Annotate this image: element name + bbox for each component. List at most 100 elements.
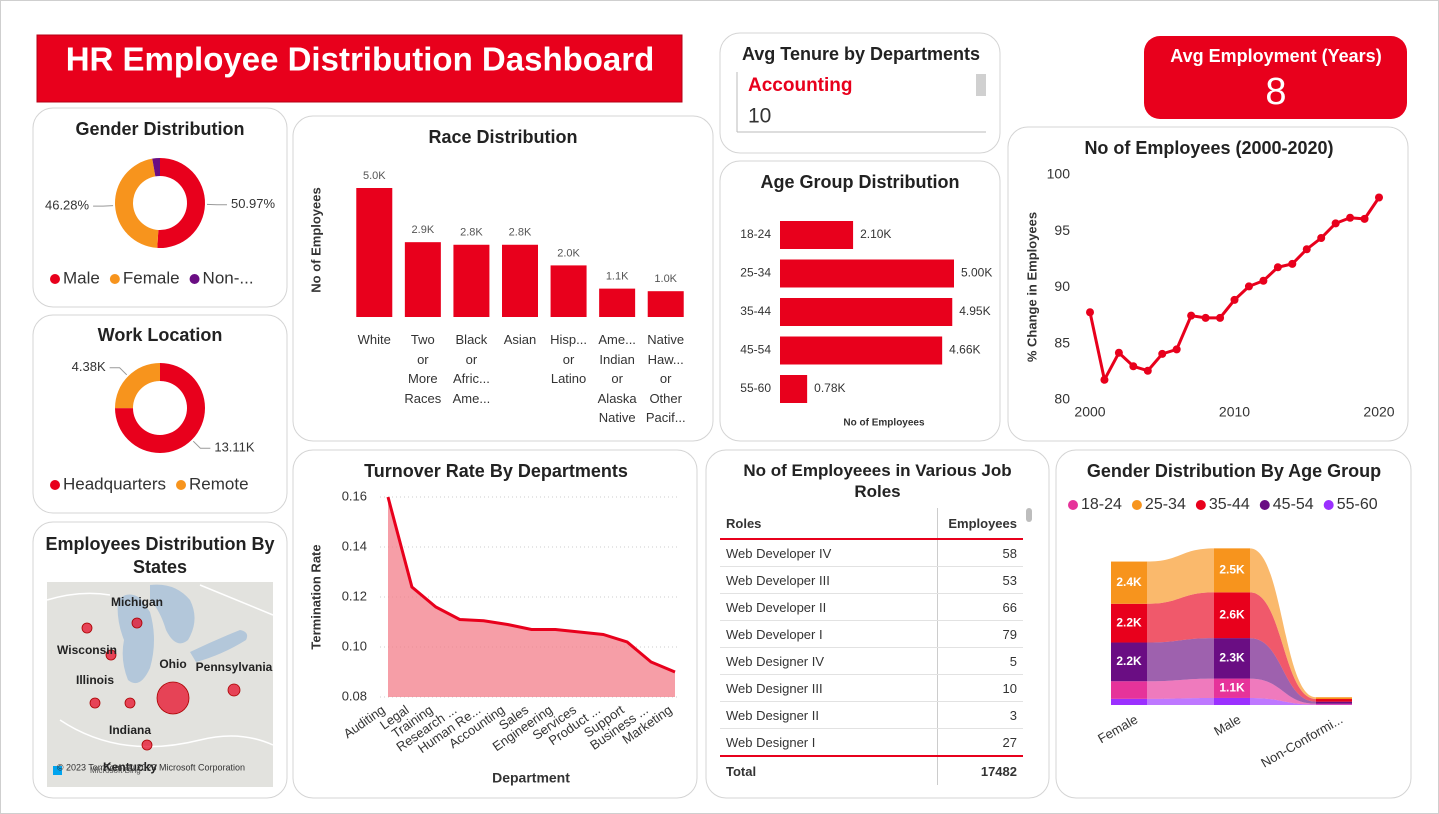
lake <box>190 630 248 662</box>
segment <box>1316 703 1352 705</box>
tenure-value: 10 <box>748 105 771 128</box>
donut-slice <box>115 363 160 409</box>
road <box>46 584 274 748</box>
y-tick-label: 0.16 <box>342 488 367 503</box>
x-axis-label: No of Employees <box>843 418 925 429</box>
chart-title: Race Distribution <box>428 127 577 147</box>
segment <box>1214 638 1250 679</box>
map-bubble[interactable] <box>124 697 136 709</box>
point <box>1201 313 1210 322</box>
segment <box>1111 698 1147 705</box>
data-label: 2.0K <box>557 247 580 259</box>
map-bubble[interactable] <box>81 622 93 634</box>
segment <box>1214 678 1250 698</box>
legend-label: 25-34 <box>1145 496 1186 513</box>
data-label: 2.4K <box>1116 575 1142 589</box>
segment <box>1214 548 1250 593</box>
x-tick-label: White <box>357 332 391 347</box>
point <box>1143 366 1152 375</box>
legend-marker <box>109 274 120 284</box>
attribution: © 2023 TomTom, © 2023 Microsoft Corporat… <box>57 762 245 772</box>
bar <box>780 375 808 403</box>
job-roles-table: Roles Employees Web Developer IV 58 Web Deve… <box>720 508 1023 785</box>
table-cell: 5 <box>937 647 1023 675</box>
y-tick-label: 0.08 <box>342 688 367 703</box>
map-bubble[interactable] <box>105 649 117 661</box>
legend-marker <box>1131 500 1142 510</box>
segment <box>1111 603 1147 643</box>
point <box>1216 313 1225 322</box>
donut-slice <box>152 158 160 177</box>
table-row: Web Designer III 10 <box>720 674 1023 702</box>
map-bubble[interactable] <box>141 739 153 751</box>
scrollbar[interactable] <box>976 74 986 96</box>
chart-title: Gender Distribution <box>75 119 244 139</box>
x-tick-label: Two or More Races <box>404 332 442 406</box>
legend-marker <box>176 480 187 490</box>
data-label: 1.1K <box>1219 680 1245 694</box>
map-bubble[interactable] <box>89 697 101 709</box>
y-tick-label: 25-34 <box>740 266 771 280</box>
card <box>719 32 1001 154</box>
data-label: 4.38K <box>72 359 106 374</box>
chart-title: Work Location <box>98 325 223 345</box>
bar <box>356 188 393 317</box>
map-bubble[interactable] <box>227 683 241 697</box>
table-header: Roles Employees <box>720 508 1023 540</box>
x-tick-label: Native Haw... or Other Pacif... <box>645 332 686 425</box>
data-label: 1.0K <box>654 273 677 285</box>
bar <box>647 291 684 317</box>
map-bubble[interactable] <box>156 681 190 715</box>
donut-slice <box>114 158 159 248</box>
ribbon <box>1250 592 1316 702</box>
ribbon <box>1147 678 1214 699</box>
point <box>1187 311 1196 320</box>
legend-label: 55-60 <box>1337 496 1378 513</box>
y-tick-label: 0.10 <box>342 638 367 653</box>
scrollbar[interactable] <box>1026 508 1032 522</box>
segment <box>1111 681 1147 699</box>
line <box>386 496 676 674</box>
ribbon <box>1250 697 1316 705</box>
bar <box>404 242 441 317</box>
data-label: 2.10K <box>860 227 891 241</box>
y-axis-label: No of Employees <box>308 187 323 292</box>
chart-title: Age Group Distribution <box>761 172 960 192</box>
data-label: 2.5K <box>1219 563 1245 577</box>
x-axis-label: Department <box>492 770 570 786</box>
chart-title: No of Employees (2000-2020) <box>1084 138 1333 158</box>
bar <box>780 259 954 288</box>
legend-label: 45-54 <box>1273 496 1314 513</box>
ribbon <box>1147 592 1214 643</box>
area <box>388 497 675 697</box>
kpi-card <box>1144 36 1407 119</box>
point <box>1331 219 1340 228</box>
lake <box>117 594 154 684</box>
point <box>1375 193 1383 202</box>
point <box>1230 295 1239 304</box>
data-label: 5.00K <box>961 266 992 280</box>
legend-marker <box>1259 500 1270 510</box>
bar <box>502 244 538 317</box>
segment <box>1214 697 1250 705</box>
table-cell: Web Developer III <box>720 566 938 594</box>
table-row: Web Developer III 53 <box>720 566 1023 594</box>
point <box>1346 213 1355 222</box>
column-header: Roles <box>720 508 938 540</box>
table-cell: Web Designer I <box>720 728 938 757</box>
data-label: 2.2K <box>1116 654 1142 668</box>
y-tick-label: 55-60 <box>740 381 771 395</box>
leader-line <box>93 205 114 207</box>
segment <box>1316 697 1352 700</box>
state-label: Kentucky <box>103 760 157 774</box>
state-label: Wisconsin <box>57 643 117 657</box>
chart-title: Gender Distribution By Age Group <box>1087 461 1381 481</box>
x-tick-label: 2020 <box>1363 404 1394 420</box>
tenure-title: Avg Tenure by Departments <box>742 44 980 64</box>
state-label: Ohio <box>159 657 186 671</box>
x-tick-label: 2000 <box>1074 404 1105 420</box>
map-bubble[interactable] <box>131 617 143 629</box>
tenure-department[interactable]: Accounting <box>748 75 853 96</box>
legend-label: Non-... <box>203 268 254 287</box>
